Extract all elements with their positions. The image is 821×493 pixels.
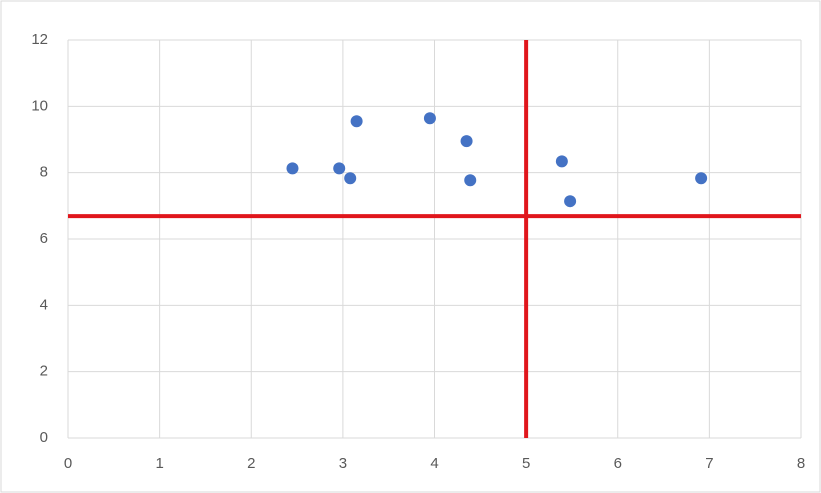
scatter-point	[333, 162, 345, 174]
chart: 024681012012345678	[0, 0, 821, 493]
y-tick-label: 12	[31, 31, 48, 48]
scatter-point	[286, 162, 298, 174]
x-tick-label: 4	[430, 455, 438, 472]
scatter-point	[461, 135, 473, 147]
scatter-point	[695, 172, 707, 184]
x-tick-label: 7	[705, 455, 713, 472]
y-tick-label: 4	[40, 296, 48, 313]
x-tick-label: 6	[614, 455, 622, 472]
y-tick-label: 10	[31, 97, 48, 114]
y-tick-label: 2	[40, 363, 48, 380]
scatter-point	[351, 115, 363, 127]
scatter-point	[464, 174, 476, 186]
x-tick-label: 2	[247, 455, 255, 472]
chart-border	[1, 1, 820, 492]
scatter-point	[556, 155, 568, 167]
scatter-point	[564, 195, 576, 207]
scatter-point	[344, 172, 356, 184]
scatter-point	[424, 112, 436, 124]
x-tick-label: 3	[339, 455, 347, 472]
x-tick-label: 1	[155, 455, 163, 472]
x-tick-label: 8	[797, 455, 805, 472]
y-tick-label: 8	[40, 164, 48, 181]
y-tick-label: 6	[40, 230, 48, 247]
x-tick-label: 0	[64, 455, 72, 472]
page: 024681012012345678 (() => { const data =…	[0, 0, 821, 493]
x-tick-label: 5	[522, 455, 530, 472]
y-tick-label: 0	[40, 429, 48, 446]
